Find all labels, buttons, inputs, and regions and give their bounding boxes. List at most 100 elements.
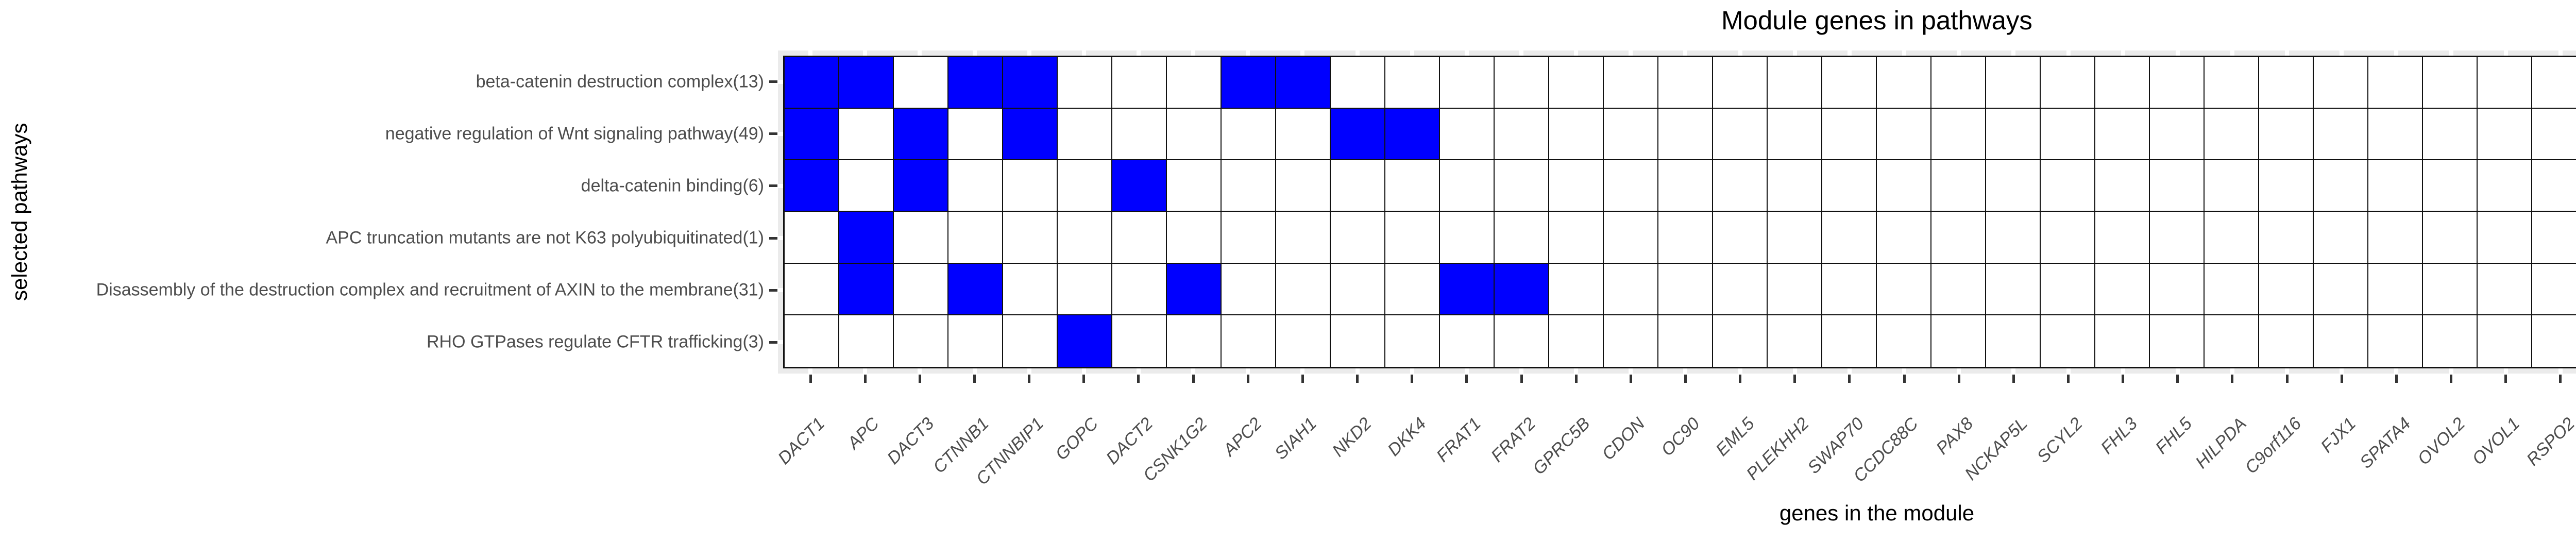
heatmap-cell [2532, 212, 2576, 264]
x-tick [1411, 375, 1414, 383]
heatmap-cell [1549, 57, 1604, 109]
heatmap-cell [1931, 212, 1986, 264]
heatmap-cell [2095, 263, 2150, 315]
heatmap-cell [1768, 315, 1822, 367]
y-tick [769, 184, 777, 188]
x-tick [2285, 375, 2289, 383]
x-tick [1848, 375, 1851, 383]
heatmap-cell [1768, 263, 1822, 315]
heatmap-cell [1058, 315, 1112, 367]
gridline-stub [1410, 368, 1414, 374]
heatmap-cell [2150, 160, 2205, 212]
heatmap-cell [1331, 57, 1385, 109]
heatmap-cell [1003, 315, 1058, 367]
heatmap-cell [1276, 212, 1331, 264]
gridline-stub [2066, 368, 2071, 374]
x-axis-title: genes in the module [1779, 501, 1975, 525]
heatmap-cell [2205, 263, 2259, 315]
x-tick-label: DACT3 [883, 414, 938, 468]
heatmap-cell [839, 160, 894, 212]
heatmap-cell [1440, 315, 1495, 367]
x-tick-label: FJX1 [2317, 414, 2360, 457]
x-tick-label: DACT2 [1102, 414, 1157, 468]
heatmap-cell [1112, 263, 1167, 315]
x-tick-label: GOPC [1052, 414, 1102, 464]
heatmap-cell [948, 160, 1003, 212]
heatmap-cell [1440, 109, 1495, 161]
x-tick [2395, 375, 2398, 383]
heatmap-cell [1549, 109, 1604, 161]
heatmap-cell [839, 263, 894, 315]
gridline-stub [1847, 50, 1852, 56]
gridline-stub [808, 368, 813, 374]
gridline-stub [1355, 50, 1360, 56]
heatmap-cell [839, 57, 894, 109]
gridline-stub [2285, 50, 2290, 56]
x-tick-label: OVOL2 [2414, 414, 2469, 469]
heatmap-cell [1713, 315, 1768, 367]
heatmap-cell [2314, 315, 2368, 367]
x-tick-label: OVOL1 [2468, 414, 2524, 469]
heatmap-cell [2532, 263, 2576, 315]
heatmap-cell [1931, 160, 1986, 212]
gridline-stub [778, 183, 783, 188]
gridline-stub [2503, 50, 2508, 56]
heatmap-cell [1276, 315, 1331, 367]
heatmap-cell [1003, 109, 1058, 161]
heatmap-cell [1003, 57, 1058, 109]
heatmap-cell [1822, 315, 1877, 367]
gridline-stub [1738, 368, 1742, 374]
gridline-stub [863, 50, 868, 56]
heatmap-cell [1331, 263, 1385, 315]
heatmap-cell [1877, 315, 1931, 367]
heatmap-cell [1604, 263, 1658, 315]
heatmap-cell [785, 57, 839, 109]
heatmap-cell [1658, 160, 1713, 212]
heatmap-cell [1331, 160, 1385, 212]
gridline-stub [808, 50, 813, 56]
heatmap-cell [948, 57, 1003, 109]
heatmap-cell [1877, 160, 1931, 212]
heatmap-cell [1112, 57, 1167, 109]
x-tick [1739, 375, 1742, 383]
x-tick-label: FRAT2 [1487, 414, 1539, 466]
heatmap-cell [1495, 160, 1549, 212]
gridline-stub [1574, 368, 1579, 374]
heatmap-cell [2368, 57, 2423, 109]
gridline-stub [1300, 368, 1305, 374]
heatmap-cell [2205, 315, 2259, 367]
heatmap-cell [1058, 57, 1112, 109]
x-tick-label: OC90 [1657, 414, 1704, 460]
x-tick-label: DKK4 [1383, 414, 1430, 460]
gridline-stub [1683, 368, 1688, 374]
gridline-stub [2121, 368, 2125, 374]
x-tick-label: DACT1 [774, 414, 828, 468]
heatmap-cell [2314, 57, 2368, 109]
heatmap-cell [948, 212, 1003, 264]
x-tick [1028, 375, 1031, 383]
y-tick-label: beta-catenin destruction complex(13) [476, 72, 764, 92]
heatmap-cell [2150, 109, 2205, 161]
gridline-stub [2121, 50, 2125, 56]
heatmap-cell [2150, 263, 2205, 315]
heatmap-cell [1276, 263, 1331, 315]
x-tick-label: C9orf116 [2241, 414, 2305, 478]
heatmap-cell [2423, 160, 2478, 212]
gridline-stub [1136, 368, 1141, 374]
heatmap-cell [2532, 315, 2576, 367]
heatmap-cell [1822, 57, 1877, 109]
heatmap-cell [894, 212, 948, 264]
x-tick [918, 375, 921, 383]
heatmap-cell [2150, 315, 2205, 367]
heatmap-cell [1167, 160, 1222, 212]
gridline-stub [1410, 50, 1414, 56]
heatmap-cell [1385, 57, 1440, 109]
gridline-stub [2175, 50, 2180, 56]
heatmap-cell [2150, 57, 2205, 109]
x-tick [1793, 375, 1797, 383]
heatmap-cell [1877, 57, 1931, 109]
heatmap-cell [1222, 160, 1276, 212]
heatmap-cell [2259, 109, 2314, 161]
heatmap-cell [1276, 160, 1331, 212]
x-tick-label: APC2 [1219, 414, 1266, 460]
